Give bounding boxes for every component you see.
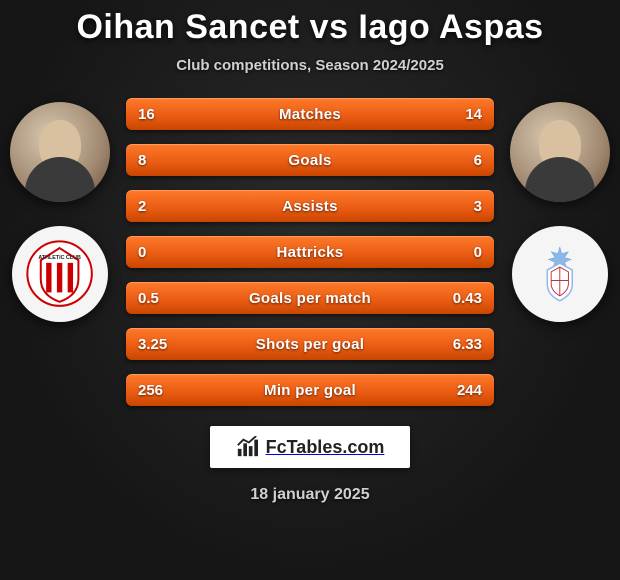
celta-crest-icon [531, 245, 589, 303]
stat-label: Matches [279, 106, 341, 123]
stat-label: Goals [288, 152, 331, 169]
stat-label: Shots per goal [256, 336, 364, 353]
right-player-column [508, 98, 612, 322]
player-left-avatar [10, 102, 110, 202]
stat-row-assists: 2 Assists 3 [126, 190, 494, 222]
fctables-link[interactable]: FcTables.com [210, 426, 411, 468]
svg-text:ATHLETIC CLUB: ATHLETIC CLUB [39, 255, 82, 261]
stat-rows: 16 Matches 14 8 Goals 6 2 Assists 3 0 Ha… [112, 98, 508, 406]
stat-left-value: 16 [138, 106, 186, 123]
stat-row-matches: 16 Matches 14 [126, 98, 494, 130]
stat-left-value: 8 [138, 152, 186, 169]
stats-area: ATHLETIC CLUB 16 Matches 14 8 Goals 6 2 … [0, 98, 620, 406]
stat-label: Assists [282, 198, 337, 215]
footer: FcTables.com 18 january 2025 [210, 426, 411, 504]
chart-icon [236, 436, 258, 458]
stat-right-value: 6.33 [434, 336, 482, 353]
stat-right-value: 0 [434, 244, 482, 261]
stat-row-goals-per-match: 0.5 Goals per match 0.43 [126, 282, 494, 314]
stat-left-value: 2 [138, 198, 186, 215]
stat-row-min-per-goal: 256 Min per goal 244 [126, 374, 494, 406]
stat-left-value: 0.5 [138, 290, 186, 307]
player-right-avatar [510, 102, 610, 202]
stat-label: Hattricks [277, 244, 344, 261]
stat-right-value: 244 [434, 382, 482, 399]
page-title: Oihan Sancet vs Iago Aspas [76, 8, 543, 47]
stat-row-shots-per-goal: 3.25 Shots per goal 6.33 [126, 328, 494, 360]
stat-right-value: 6 [434, 152, 482, 169]
stat-label: Min per goal [264, 382, 356, 399]
stat-right-value: 14 [434, 106, 482, 123]
club-left-crest: ATHLETIC CLUB [12, 226, 108, 322]
stat-row-goals: 8 Goals 6 [126, 144, 494, 176]
stat-left-value: 3.25 [138, 336, 186, 353]
stat-label: Goals per match [249, 290, 371, 307]
club-right-crest [512, 226, 608, 322]
stat-row-hattricks: 0 Hattricks 0 [126, 236, 494, 268]
left-player-column: ATHLETIC CLUB [8, 98, 112, 322]
stat-right-value: 3 [434, 198, 482, 215]
stat-left-value: 0 [138, 244, 186, 261]
date-label: 18 january 2025 [250, 486, 369, 504]
subtitle: Club competitions, Season 2024/2025 [176, 57, 444, 74]
stat-left-value: 256 [138, 382, 186, 399]
stat-right-value: 0.43 [434, 290, 482, 307]
fctables-label: FcTables.com [266, 437, 385, 458]
athletic-crest-icon: ATHLETIC CLUB [26, 240, 93, 307]
